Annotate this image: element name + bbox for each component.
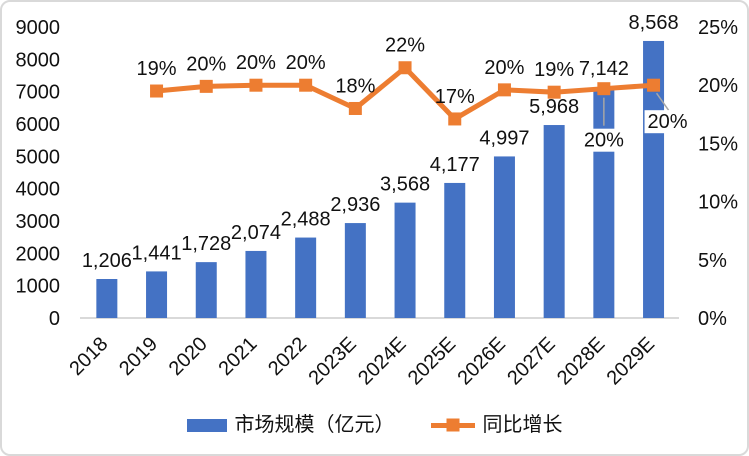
y-axis-right-tick-label: 20% [698,75,738,97]
bar-2027E [543,125,565,318]
bar-2018 [96,279,118,318]
growth-value-label: 18% [335,75,375,97]
y-axis-left-tick-label: 0 [49,308,60,330]
bar-value-label: 5,968 [529,96,579,118]
bar-value-label: 1,206 [82,250,132,272]
x-axis-category-label: 2023E [304,333,360,389]
y-axis-right-tick-label: 0% [698,308,727,330]
growth-value-label: 20% [236,52,276,74]
y-axis-left-tick-label: 2000 [16,243,61,265]
bar-2021 [245,250,267,318]
x-axis-category-label: 2027E [503,333,559,389]
x-axis-category-label: 2018 [65,333,112,380]
growth-value-label: 20% [648,111,688,133]
bar-value-label: 2,074 [231,222,281,244]
growth-value-label: 20% [584,130,624,152]
y-axis-left-tick-label: 4000 [16,179,61,201]
legend-swatch-bar [186,418,227,432]
growth-value-label: 20% [186,53,226,75]
bar-2022 [295,237,317,318]
bar-value-label: 1,728 [181,233,231,255]
x-axis-category-label: 2024E [354,333,410,389]
bar-value-label: 4,997 [479,127,529,149]
growth-marker [398,61,412,75]
bar-2024E [394,202,416,318]
growth-label-bg [580,128,627,152]
growth-value-label: 17% [435,86,475,108]
legend-line-sample [430,418,475,432]
bar-value-label: 1,441 [132,242,182,264]
legend-square-marker-icon [446,418,459,432]
y-axis-right-tick-label: 25% [698,17,738,39]
y-axis-left-tick-label: 5000 [16,146,61,168]
x-axis-category-label: 2025E [404,333,460,389]
growth-value-label: 20% [286,52,326,74]
chart-legend: 市场规模（亿元） 同比增长 [2,406,747,444]
growth-marker [448,112,462,126]
leader-line [655,92,670,111]
growth-marker [547,85,561,99]
legend-item-market-size: 市场规模（亿元） [186,414,395,436]
y-axis-left-tick-label: 6000 [16,114,61,136]
growth-marker [647,78,661,92]
x-axis-category-label: 2020 [165,333,212,380]
bar-2026E [493,156,515,318]
y-axis-left-tick-label: 3000 [16,211,61,233]
y-axis-left-tick-label: 8000 [16,49,61,71]
y-axis-right-tick-label: 15% [698,133,738,155]
y-axis-right-tick-label: 10% [698,192,738,214]
growth-value-label: 22% [385,35,425,57]
growth-marker [497,83,511,97]
bar-2020 [195,262,217,318]
bar-value-label: 2,488 [281,209,331,231]
legend-label-market-size: 市场规模（亿元） [234,414,395,436]
growth-marker [249,78,263,92]
growth-marker [199,79,213,93]
growth-value-label: 20% [484,57,524,79]
growth-marker [348,101,362,115]
growth-marker [150,84,164,98]
y-axis-left-tick-label: 9000 [16,17,61,39]
growth-value-label: 19% [137,58,177,80]
bar-value-label: 2,936 [330,194,380,216]
legend-item-growth: 同比增长 [430,414,563,436]
growth-label-bg [644,110,691,134]
bar-2019 [146,271,168,318]
bar-value-label: 8,568 [629,12,679,34]
growth-marker [597,82,611,96]
bar-value-label: 4,177 [430,154,480,176]
bar-value-label: 3,568 [380,174,430,196]
y-axis-left-tick-label: 1000 [16,276,61,298]
y-axis-left-tick-label: 7000 [16,82,61,104]
x-axis-category-label: 2021 [214,333,261,380]
growth-value-label: 19% [534,59,574,81]
x-axis-category-label: 2026E [454,333,510,389]
growth-marker [299,78,313,92]
x-axis-category-label: 2028E [553,333,609,389]
x-axis-category-label: 2029E [603,333,659,389]
y-axis-right-tick-label: 5% [698,250,727,272]
legend-label-growth: 同比增长 [482,414,563,436]
bar-2025E [444,182,466,318]
bar-value-label: 7,142 [579,58,629,80]
combo-chart: 0 1000 2000 3000 4000 5000 6000 7000 8000 9000 0% 5… [16,12,739,389]
bar-2023E [344,223,366,318]
x-axis-category-label: 2019 [115,333,162,380]
